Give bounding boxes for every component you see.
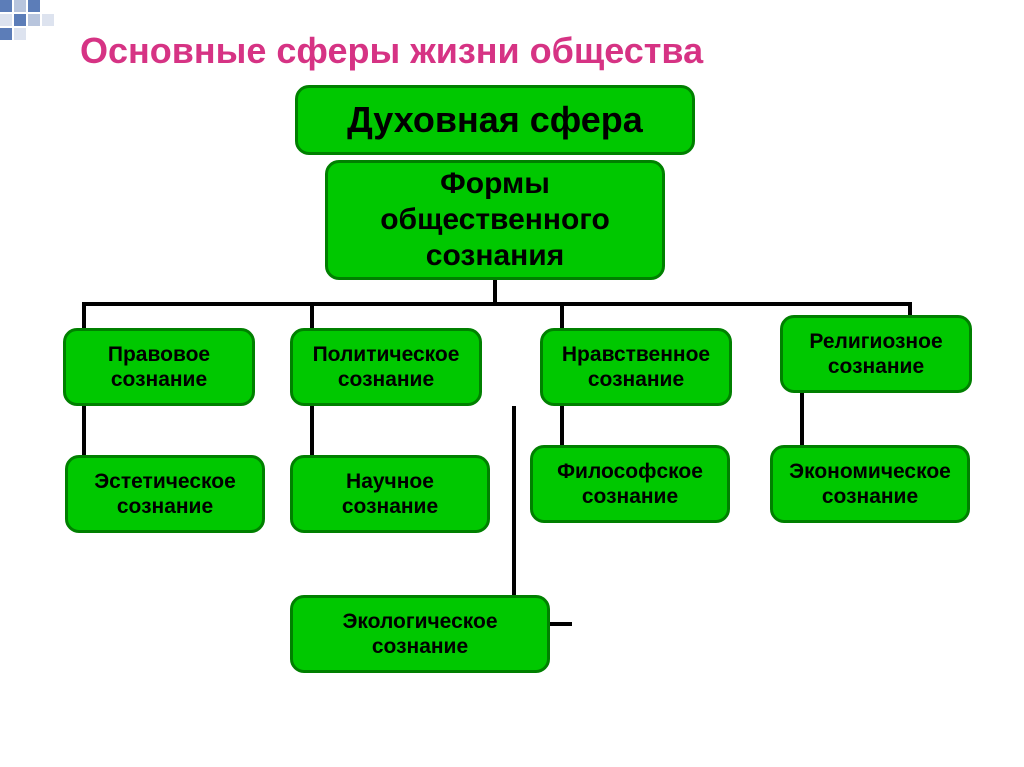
deco-square [14, 28, 26, 40]
connector-line [512, 406, 516, 626]
node-r1c4: Религиозное сознание [780, 315, 972, 393]
page-title: Основные сферы жизни общества [80, 30, 703, 72]
deco-square [0, 14, 12, 26]
node-label: Политическое сознание [303, 342, 469, 392]
node-label: Экономическое сознание [783, 459, 957, 509]
node-label: Эстетическое сознание [78, 469, 252, 519]
node-label: Правовое сознание [76, 342, 242, 392]
node-r2c2: Научное сознание [290, 455, 490, 533]
node-r2c4: Экономическое сознание [770, 445, 970, 523]
connector-line [560, 302, 564, 330]
connector-line [310, 406, 314, 456]
connector-line [82, 302, 86, 330]
node-root: Духовная сфера [295, 85, 695, 155]
connector-line [82, 302, 912, 306]
deco-square [14, 14, 26, 26]
node-label: Научное сознание [303, 469, 477, 519]
connector-line [560, 406, 564, 446]
deco-square [42, 14, 54, 26]
node-label: Философское сознание [543, 459, 717, 509]
connector-line [310, 302, 314, 330]
node-label: Экологическое сознание [303, 609, 537, 659]
deco-square [0, 0, 12, 12]
deco-square [28, 14, 40, 26]
connector-line [800, 393, 804, 446]
node-r2c3: Философское сознание [530, 445, 730, 523]
node-sub: Формы общественного сознания [325, 160, 665, 280]
deco-square [14, 0, 26, 12]
node-label: Духовная сфера [347, 98, 643, 141]
connector-line [82, 406, 86, 456]
node-r1c3: Нравственное сознание [540, 328, 732, 406]
node-r3: Экологическое сознание [290, 595, 550, 673]
node-label: Нравственное сознание [553, 342, 719, 392]
deco-square [0, 28, 12, 40]
node-r1c1: Правовое сознание [63, 328, 255, 406]
node-r2c1: Эстетическое сознание [65, 455, 265, 533]
node-label: Религиозное сознание [793, 329, 959, 379]
node-label: Формы общественного сознания [338, 166, 652, 274]
deco-square [28, 0, 40, 12]
node-r1c2: Политическое сознание [290, 328, 482, 406]
